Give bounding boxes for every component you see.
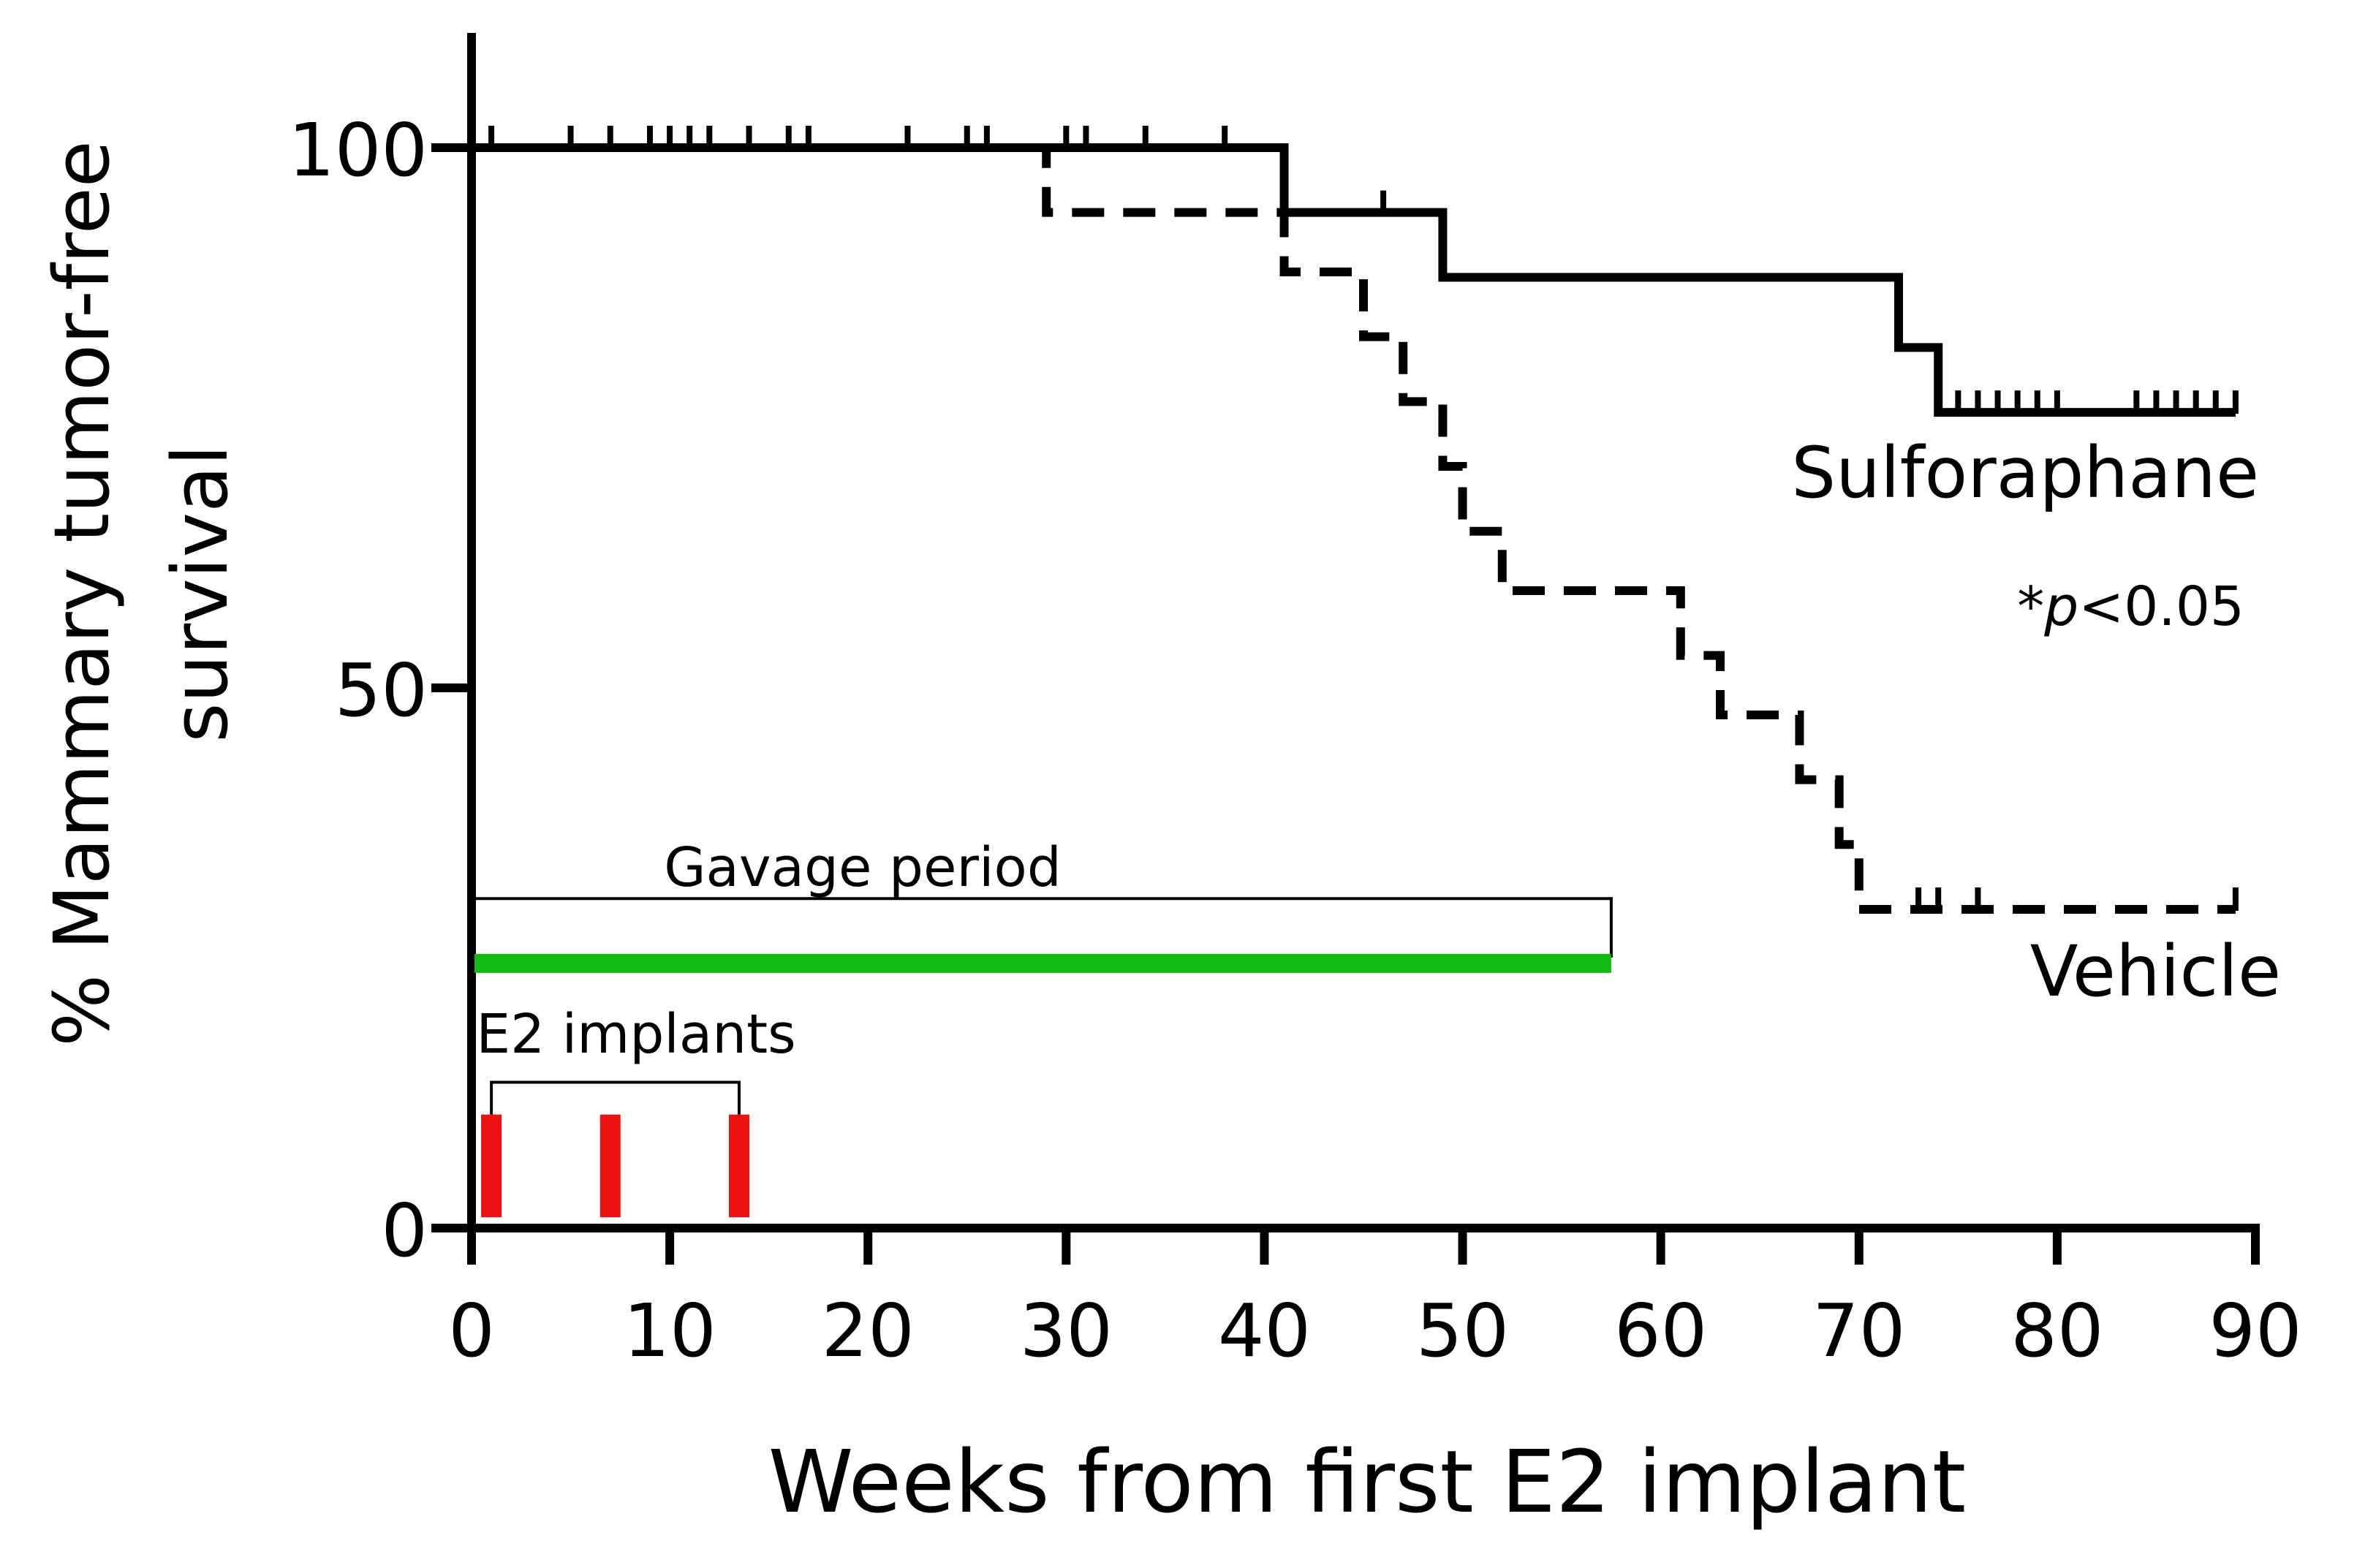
x-tick-label: 0 <box>448 1288 495 1374</box>
series <box>472 126 2239 914</box>
gavage-bracket <box>472 897 1613 958</box>
x-tick-label: 50 <box>1416 1288 1509 1374</box>
axes <box>467 33 2260 1232</box>
x-tick-label: 80 <box>2010 1288 2103 1374</box>
x-tick-label: 70 <box>1812 1288 1905 1374</box>
e2-implants-bracket <box>490 1080 741 1115</box>
x-tick-label: 20 <box>822 1288 915 1374</box>
y-axis-label-line2: survival <box>156 444 245 742</box>
y-ticks: 0 50 100 <box>288 107 472 1273</box>
gavage-period-label: Gavage period <box>664 836 1062 899</box>
x-tick-label: 10 <box>623 1288 716 1374</box>
p-value-star: * <box>2017 575 2044 638</box>
vehicle-survival-curve <box>472 143 2236 914</box>
x-tick-label: 60 <box>1614 1288 1707 1374</box>
x-tick-label: 90 <box>2209 1288 2301 1374</box>
x-tick-label: 30 <box>1020 1288 1113 1374</box>
p-value-p: p <box>2043 575 2078 638</box>
sulforaphane-label: Sulforaphane <box>1791 432 2259 514</box>
x-axis-label: Weeks from first E2 implant <box>768 1431 1966 1532</box>
x-tick-label: 40 <box>1218 1288 1311 1374</box>
sulforaphane-survival-curve <box>472 143 2236 417</box>
x-ticks: 0 10 20 30 40 50 60 70 80 90 <box>448 1228 2302 1374</box>
annotation-graphics <box>472 897 1613 1218</box>
p-value-label: *p<0.05 <box>2017 575 2244 638</box>
vehicle-label: Vehicle <box>2030 931 2281 1012</box>
e2-implants-label: E2 implants <box>476 1003 795 1066</box>
y-axis-label-line1: % Mammary tumor-free <box>37 140 126 1046</box>
p-value-threshold: <0.05 <box>2078 575 2244 638</box>
y-tick-label: 100 <box>288 107 428 193</box>
y-tick-label: 0 <box>381 1188 428 1273</box>
y-tick-label: 50 <box>335 648 428 733</box>
